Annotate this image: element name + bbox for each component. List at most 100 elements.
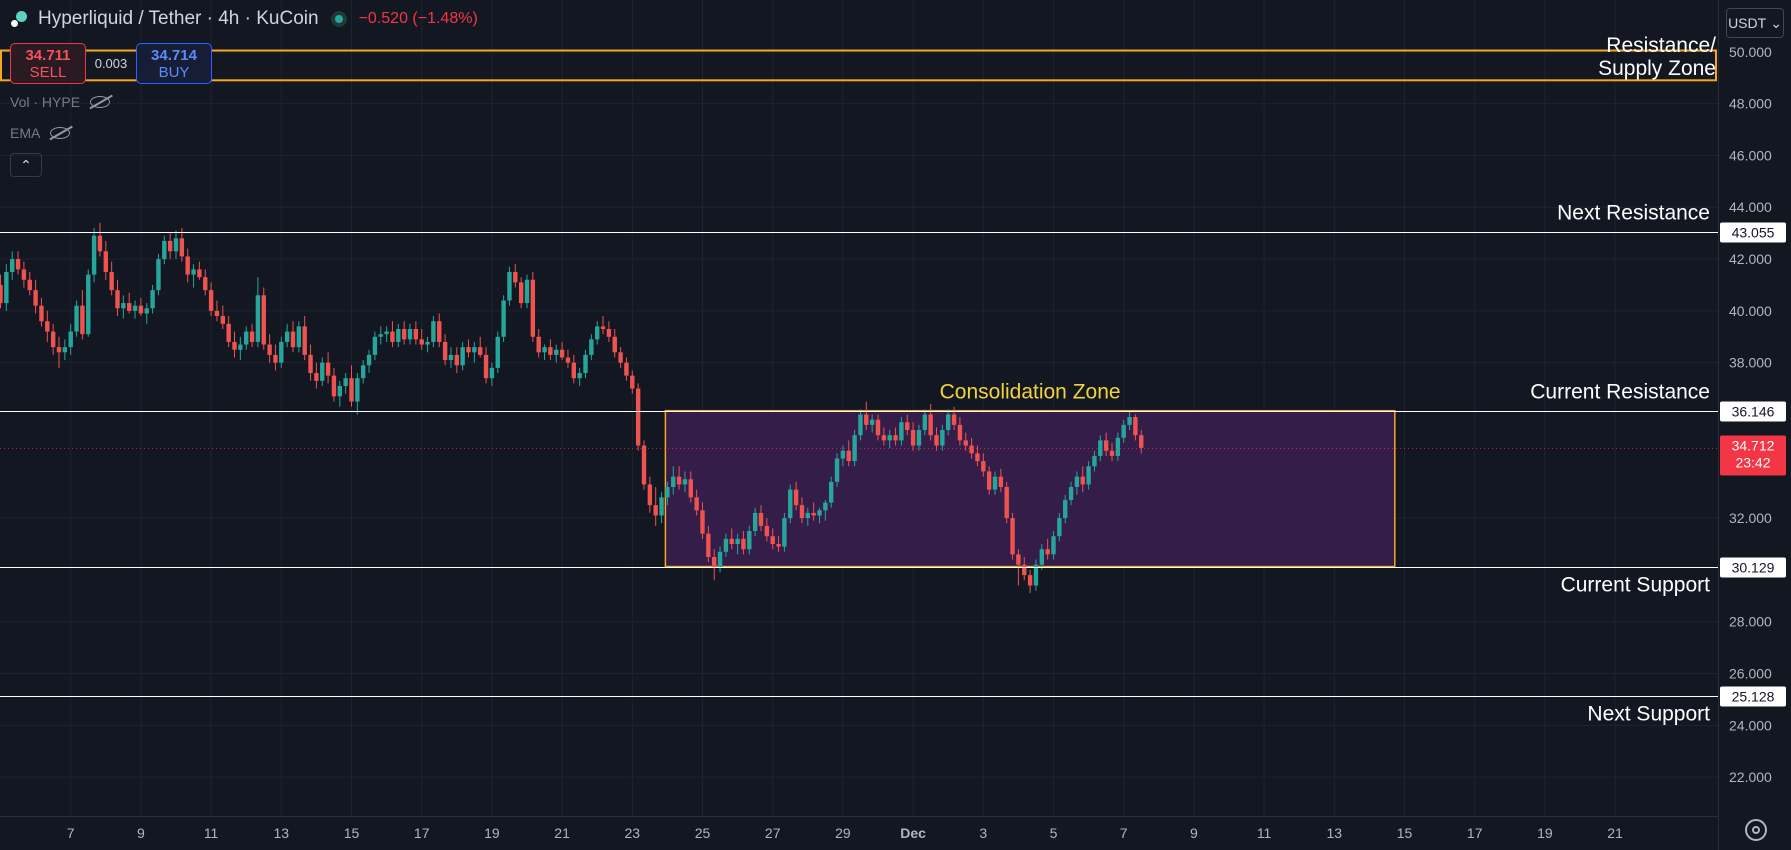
candle[interactable] [624,357,629,381]
candle[interactable] [249,323,255,348]
candle[interactable] [413,321,419,345]
candle[interactable] [682,471,688,493]
candle[interactable] [910,422,916,451]
candle[interactable] [1074,471,1080,495]
candle[interactable] [45,310,50,342]
candle[interactable] [103,240,108,280]
candle[interactable] [150,284,155,314]
candle[interactable] [518,277,524,309]
candle[interactable] [62,339,68,361]
candle[interactable] [858,409,863,441]
candle[interactable] [1133,414,1138,441]
candle[interactable] [56,336,62,368]
candle[interactable] [325,352,331,384]
candle[interactable] [583,349,588,379]
collapse-legend-button[interactable]: ⌃ [10,153,42,177]
candle[interactable] [998,468,1004,493]
candle[interactable] [296,321,302,353]
candle[interactable] [10,251,15,280]
buy-button[interactable]: 34.714 BUY [136,43,212,84]
candle[interactable] [425,336,430,353]
candle[interactable] [372,331,378,361]
candle[interactable] [466,339,471,358]
candle[interactable] [203,269,208,296]
candle[interactable] [752,507,758,537]
candle[interactable] [1109,442,1115,462]
candle[interactable] [571,354,576,384]
candle[interactable] [717,546,723,573]
candle[interactable] [220,305,225,329]
candle[interactable] [290,321,296,353]
candle[interactable] [957,417,963,446]
candle[interactable] [712,549,717,581]
candle[interactable] [922,409,927,436]
candle[interactable] [302,316,307,361]
candle[interactable] [214,300,220,322]
price-axis-panel[interactable] [1718,0,1791,850]
hidden-eye-icon[interactable] [90,96,111,108]
candle[interactable] [437,313,442,348]
candle[interactable] [460,341,465,371]
candle[interactable] [27,272,32,296]
candle[interactable] [524,274,530,309]
candle[interactable] [706,525,711,563]
candle[interactable] [442,334,448,366]
candle[interactable] [1057,512,1062,542]
candle[interactable] [893,427,898,446]
candle[interactable] [1004,481,1009,524]
candle[interactable] [940,424,945,451]
candle[interactable] [244,326,249,350]
settings-gear-icon[interactable] [1745,819,1767,841]
candle[interactable] [349,365,354,407]
candle[interactable] [191,264,196,288]
candle[interactable] [946,409,951,436]
symbol-title[interactable]: Hyperliquid / Tether · 4h · KuCoin [38,8,319,29]
candle[interactable] [4,264,9,311]
candle[interactable] [366,349,372,374]
candle[interactable] [361,360,366,384]
candle[interactable] [1080,466,1085,493]
candle[interactable] [612,328,617,358]
candle[interactable] [671,466,676,495]
candle[interactable] [741,531,746,555]
candle[interactable] [595,321,600,345]
candle[interactable] [1045,538,1050,560]
candle[interactable] [74,300,79,337]
candle[interactable] [173,230,179,260]
candle[interactable] [589,334,594,361]
candle[interactable] [121,295,126,319]
candle[interactable] [21,261,27,288]
candle[interactable] [86,269,91,337]
candle[interactable] [869,414,875,433]
ema-indicator[interactable]: EMA [10,125,71,141]
currency-unit-button[interactable]: USDT ⌄ [1726,8,1784,38]
candle[interactable] [255,277,261,348]
candle[interactable] [688,471,693,503]
candle[interactable] [899,417,904,446]
candle[interactable] [0,274,3,309]
candle[interactable] [969,437,974,459]
candle[interactable] [33,279,38,314]
candle[interactable] [905,414,910,436]
candle[interactable] [881,427,887,446]
candle[interactable] [1115,432,1121,462]
candle[interactable] [1039,544,1044,570]
candle[interactable] [577,367,582,386]
candle[interactable] [618,347,623,368]
candle[interactable] [419,328,424,350]
candle[interactable] [875,414,881,441]
candle[interactable] [314,362,319,389]
candle[interactable] [384,326,389,342]
candle[interactable] [770,528,775,550]
candle[interactable] [992,471,998,495]
candle[interactable] [659,492,664,524]
candle[interactable] [542,344,547,361]
candle[interactable] [478,336,483,358]
candle[interactable] [934,427,939,451]
candle[interactable] [179,227,185,262]
candle[interactable] [811,502,816,521]
candle[interactable] [747,525,752,555]
candle[interactable] [829,476,834,508]
candle[interactable] [1086,461,1091,490]
candle[interactable] [782,512,787,552]
